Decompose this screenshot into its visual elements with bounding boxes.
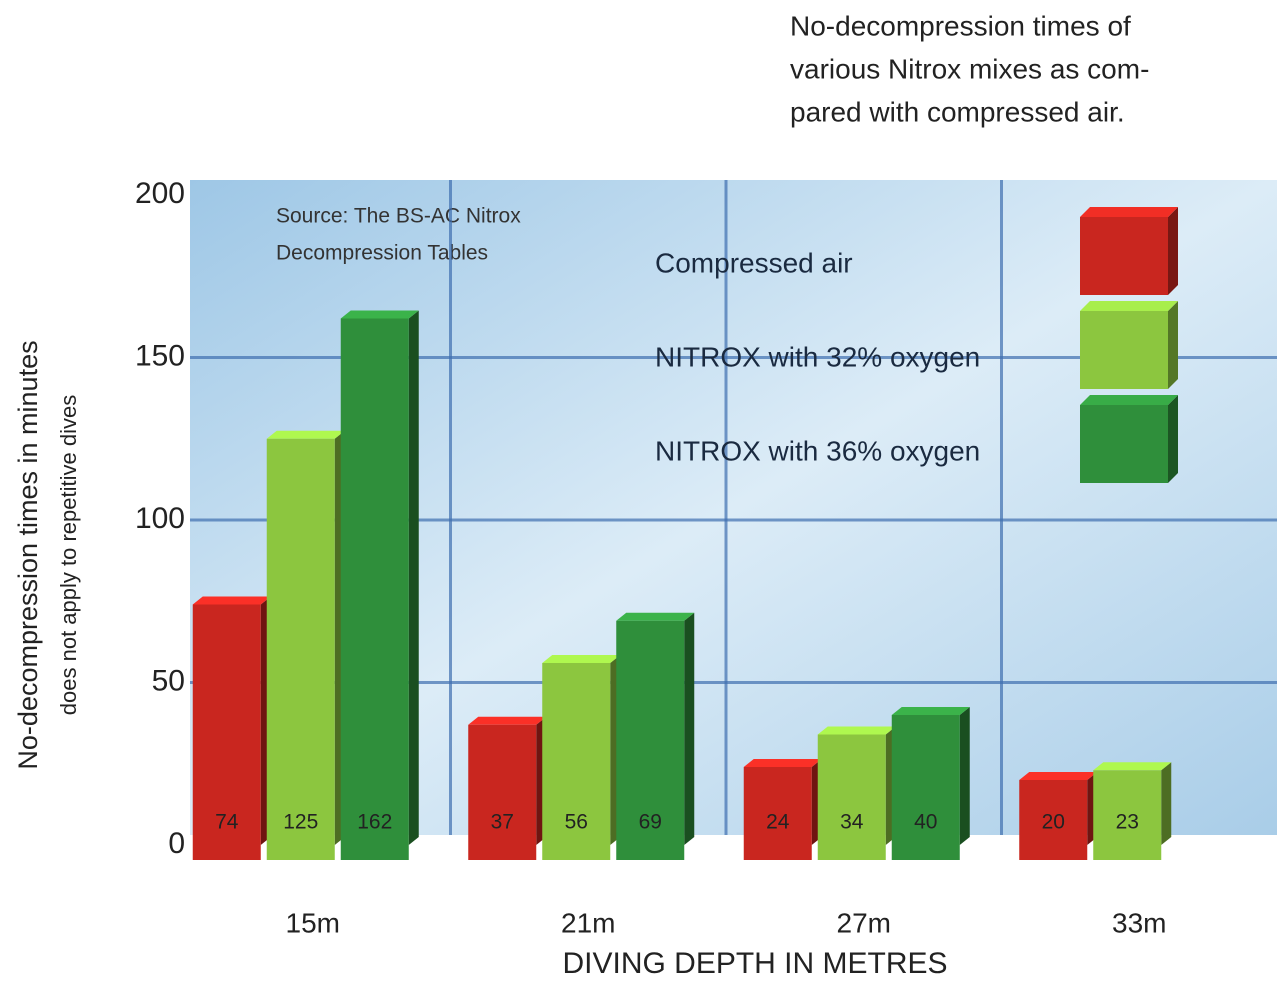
legend-swatch-top: [1080, 207, 1178, 217]
bar-top: [818, 727, 896, 735]
x-tick-label: 27m: [837, 907, 891, 938]
bar-top: [892, 707, 970, 715]
x-tick-label: 21m: [561, 907, 615, 938]
value-label: 37: [491, 811, 514, 834]
y-axis-note: does not apply to repetitive dives: [56, 395, 81, 715]
bar-side: [409, 311, 419, 846]
value-label: 40: [914, 811, 937, 834]
bar-top: [744, 759, 822, 767]
bar-top: [616, 613, 694, 621]
bar: [818, 735, 886, 861]
y-tick-label: 200: [135, 177, 185, 210]
bar: [341, 319, 409, 861]
value-label: 20: [1042, 811, 1065, 834]
legend-swatch: [1080, 217, 1168, 295]
source-note: Source: The BS-AC Nitrox: [276, 205, 521, 228]
bar-side: [960, 707, 970, 845]
x-axis-label: DIVING DEPTH IN METRES: [562, 947, 947, 980]
value-label: 125: [283, 811, 318, 834]
legend-swatch-side: [1168, 301, 1178, 389]
value-label: 23: [1116, 811, 1139, 834]
legend-swatch-side: [1168, 207, 1178, 295]
value-label: 56: [565, 811, 588, 834]
bar-top: [193, 597, 271, 605]
bar-side: [684, 613, 694, 845]
y-tick-label: 0: [168, 827, 185, 860]
y-tick-label: 150: [135, 339, 185, 372]
legend-swatch-top: [1080, 301, 1178, 311]
chart-title: No-decompression times of various Nitrox …: [790, 10, 1149, 127]
bar-top: [1019, 772, 1097, 780]
y-axis-label: No-decompression times in minutes: [13, 340, 43, 769]
bar-top: [267, 431, 345, 439]
legend-label: NITROX with 36% oxygen: [655, 435, 980, 466]
bar-top: [1093, 762, 1171, 770]
legend-label: Compressed air: [655, 247, 853, 278]
value-label: 69: [639, 811, 662, 834]
source-note: Decompression Tables: [276, 242, 488, 265]
x-tick-label: 15m: [286, 907, 340, 938]
bar-top: [468, 717, 546, 725]
bar-top: [542, 655, 620, 663]
title-line: various Nitrox mixes as com-: [790, 53, 1149, 84]
value-label: 34: [840, 811, 864, 834]
legend-swatch-top: [1080, 395, 1178, 405]
y-tick-label: 50: [152, 664, 185, 697]
x-tick-label: 33m: [1112, 907, 1166, 938]
legend-swatch: [1080, 405, 1168, 483]
chart: No-decompression times of various Nitrox …: [0, 0, 1277, 985]
legend-label: NITROX with 32% oxygen: [655, 341, 980, 372]
bar: [468, 725, 536, 860]
bar-side: [1161, 762, 1171, 845]
legend-swatch: [1080, 311, 1168, 389]
title-line: pared with compressed air.: [790, 96, 1125, 127]
value-label: 162: [357, 811, 392, 834]
bar: [267, 439, 335, 860]
y-tick-label: 100: [135, 502, 185, 535]
value-label: 24: [766, 811, 790, 834]
legend-swatch-side: [1168, 395, 1178, 483]
value-label: 74: [215, 811, 239, 834]
title-line: No-decompression times of: [790, 10, 1131, 41]
bar: [892, 715, 960, 860]
bar-top: [341, 311, 419, 319]
